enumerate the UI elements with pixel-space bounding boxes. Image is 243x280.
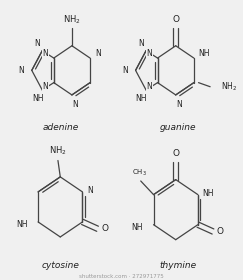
Text: N: N xyxy=(139,39,144,48)
Text: NH$_2$: NH$_2$ xyxy=(221,80,237,93)
Text: guanine: guanine xyxy=(160,123,196,132)
Text: N: N xyxy=(18,66,24,75)
Text: O: O xyxy=(217,227,224,236)
Text: O: O xyxy=(172,15,179,24)
Text: N: N xyxy=(43,50,49,59)
Text: N: N xyxy=(176,100,182,109)
Text: N: N xyxy=(88,186,94,195)
Text: CH$_3$: CH$_3$ xyxy=(132,168,147,178)
Text: thymine: thymine xyxy=(159,261,197,270)
Text: N: N xyxy=(95,50,101,59)
Text: N: N xyxy=(147,82,152,91)
Text: cytosine: cytosine xyxy=(41,261,79,270)
Text: O: O xyxy=(101,224,108,233)
Text: NH: NH xyxy=(199,50,210,59)
Text: shutterstock.com · 272971775: shutterstock.com · 272971775 xyxy=(79,274,164,279)
Text: N: N xyxy=(35,39,41,48)
Text: N: N xyxy=(122,66,128,75)
Text: NH$_2$: NH$_2$ xyxy=(49,145,67,157)
Text: N: N xyxy=(72,100,78,109)
Text: N: N xyxy=(43,82,49,91)
Text: O: O xyxy=(172,149,179,158)
Text: NH: NH xyxy=(32,94,43,103)
Text: NH: NH xyxy=(16,220,28,229)
Text: N: N xyxy=(147,50,152,59)
Text: NH$_2$: NH$_2$ xyxy=(63,14,81,26)
Text: NH: NH xyxy=(131,223,143,232)
Text: NH: NH xyxy=(203,189,214,198)
Text: adenine: adenine xyxy=(42,123,78,132)
Text: NH: NH xyxy=(136,94,147,103)
